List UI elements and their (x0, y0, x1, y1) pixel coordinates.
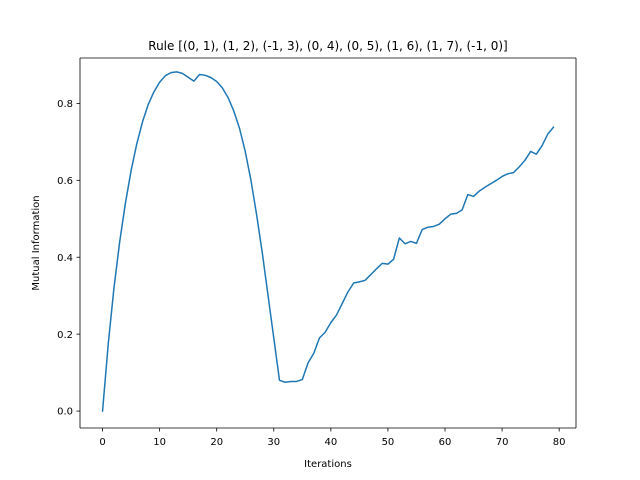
y-tick-label: 0.4 (57, 253, 73, 264)
x-tick-label: 60 (439, 437, 452, 448)
x-tick-label: 40 (324, 437, 337, 448)
y-tick-label: 0.0 (57, 407, 73, 418)
y-axis-ticks: 0.0 0.2 0.4 0.6 0.8 (57, 99, 80, 418)
x-tick-label: 50 (382, 437, 395, 448)
x-tick-label: 70 (496, 437, 509, 448)
axes-frame (79, 57, 577, 429)
series-line-0 (101, 71, 555, 412)
x-tick-label: 0 (99, 437, 105, 448)
x-axis-label: Iterations (304, 459, 352, 470)
x-tick-label: 20 (210, 437, 223, 448)
x-tick-label: 30 (267, 437, 280, 448)
x-tick-label: 80 (553, 437, 566, 448)
series-group (101, 71, 555, 412)
y-tick-label: 0.6 (57, 176, 73, 187)
y-tick-label: 0.8 (57, 99, 73, 110)
x-axis-ticks: 0 10 20 30 40 50 60 70 80 (99, 428, 566, 448)
y-tick-label: 0.2 (57, 330, 73, 341)
x-tick-label: 10 (153, 437, 166, 448)
plot-area (80, 58, 576, 428)
chart-title: Rule [(0, 1), (1, 2), (-1, 3), (0, 4), (… (148, 39, 507, 53)
y-axis-label: Mutual Information (31, 195, 42, 290)
